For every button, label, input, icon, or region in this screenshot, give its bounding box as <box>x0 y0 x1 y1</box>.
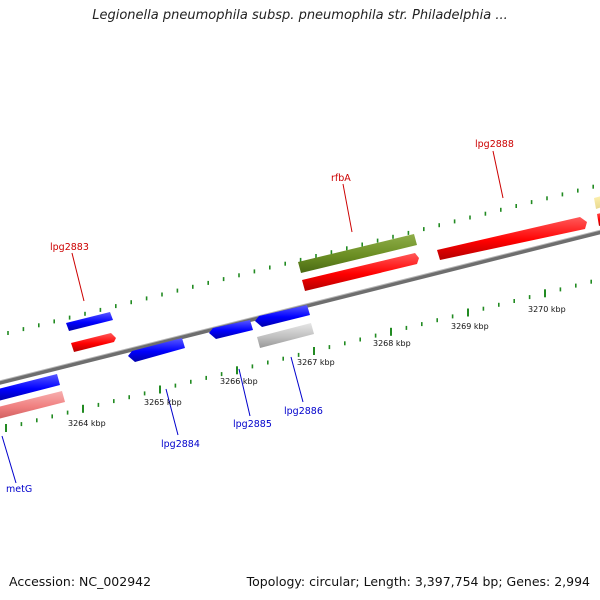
gene-labels: lpg2883 rfbA lpg2888 metG lpg2884 lpg288… <box>6 139 514 495</box>
genome-summary: Topology: circular; Length: 3,397,754 bp… <box>246 574 590 589</box>
scale-label-3266: 3266 kbp <box>220 377 258 386</box>
gene-arrow-lpg2884[interactable] <box>128 338 185 362</box>
label-leader-lines <box>1 150 504 484</box>
gene-arrow-lpg2885[interactable] <box>209 320 253 339</box>
gene-label-lpg2884[interactable]: lpg2884 <box>161 439 200 450</box>
upper-tick-track <box>7 184 595 335</box>
gene-arrow-rfbA-forward[interactable] <box>302 253 419 291</box>
scale-label-3267: 3267 kbp <box>297 358 335 367</box>
gene-arrow-rfbA[interactable] <box>298 234 417 273</box>
gene-arrow-lpg2883-upper[interactable] <box>66 312 113 331</box>
gene-label-lpg2885[interactable]: lpg2885 <box>233 419 272 430</box>
gene-arrow-lpg2888[interactable] <box>437 217 587 260</box>
gene-arrow-partial-yellow[interactable] <box>594 195 600 209</box>
scale-label-3268: 3268 kbp <box>373 339 411 348</box>
accession-label: Accession: NC_002942 <box>9 574 152 589</box>
gene-arrow-lpg2886[interactable] <box>255 305 310 327</box>
scale-label-3265: 3265 kbp <box>144 398 182 407</box>
gene-arrow-lpg2886-pseudo[interactable] <box>257 323 314 348</box>
scale-label-3264: 3264 kbp <box>68 419 106 428</box>
gene-arrow-metG-pseudo[interactable] <box>0 391 65 419</box>
map-title: Legionella pneumophila subsp. pneumophil… <box>92 8 508 23</box>
scale-label-3270: 3270 kbp <box>528 305 566 314</box>
scale-labels: 3264 kbp 3265 kbp 3266 kbp 3267 kbp 3268… <box>68 305 566 428</box>
gene-arrow-partial-right[interactable] <box>597 212 600 226</box>
forward-genes <box>66 195 600 352</box>
gene-label-rfbA[interactable]: rfbA <box>331 173 351 184</box>
scale-label-3269: 3269 kbp <box>451 322 489 331</box>
gene-label-metG[interactable]: metG <box>6 484 32 495</box>
reverse-genes <box>0 305 314 419</box>
gene-label-lpg2888[interactable]: lpg2888 <box>475 139 514 150</box>
gene-label-lpg2886[interactable]: lpg2886 <box>284 406 323 417</box>
lower-tick-track <box>5 279 593 432</box>
gene-label-lpg2883[interactable]: lpg2883 <box>50 242 89 253</box>
gene-arrow-lpg2883[interactable] <box>71 333 116 352</box>
gene-arrow-metG[interactable] <box>0 374 60 401</box>
